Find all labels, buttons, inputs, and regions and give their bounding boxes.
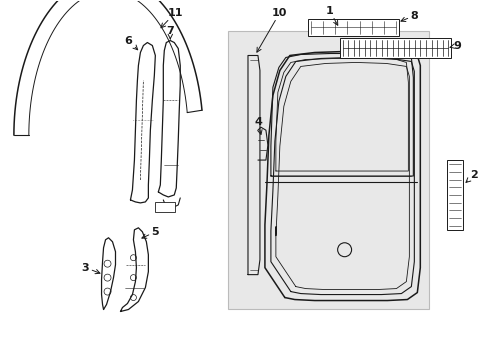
Text: 2: 2: [465, 170, 477, 183]
Text: 11: 11: [161, 8, 183, 28]
Text: 6: 6: [124, 36, 138, 50]
FancyBboxPatch shape: [447, 160, 462, 230]
Text: 9: 9: [449, 41, 460, 50]
Text: 8: 8: [400, 11, 417, 22]
FancyBboxPatch shape: [155, 202, 175, 212]
FancyBboxPatch shape: [227, 31, 428, 310]
Text: 1: 1: [325, 6, 337, 25]
FancyBboxPatch shape: [307, 19, 399, 36]
Text: 4: 4: [253, 117, 262, 134]
Text: 3: 3: [81, 263, 100, 274]
Text: 10: 10: [256, 8, 287, 52]
Text: 5: 5: [142, 227, 159, 238]
Text: 7: 7: [166, 26, 174, 39]
FancyBboxPatch shape: [339, 37, 450, 58]
